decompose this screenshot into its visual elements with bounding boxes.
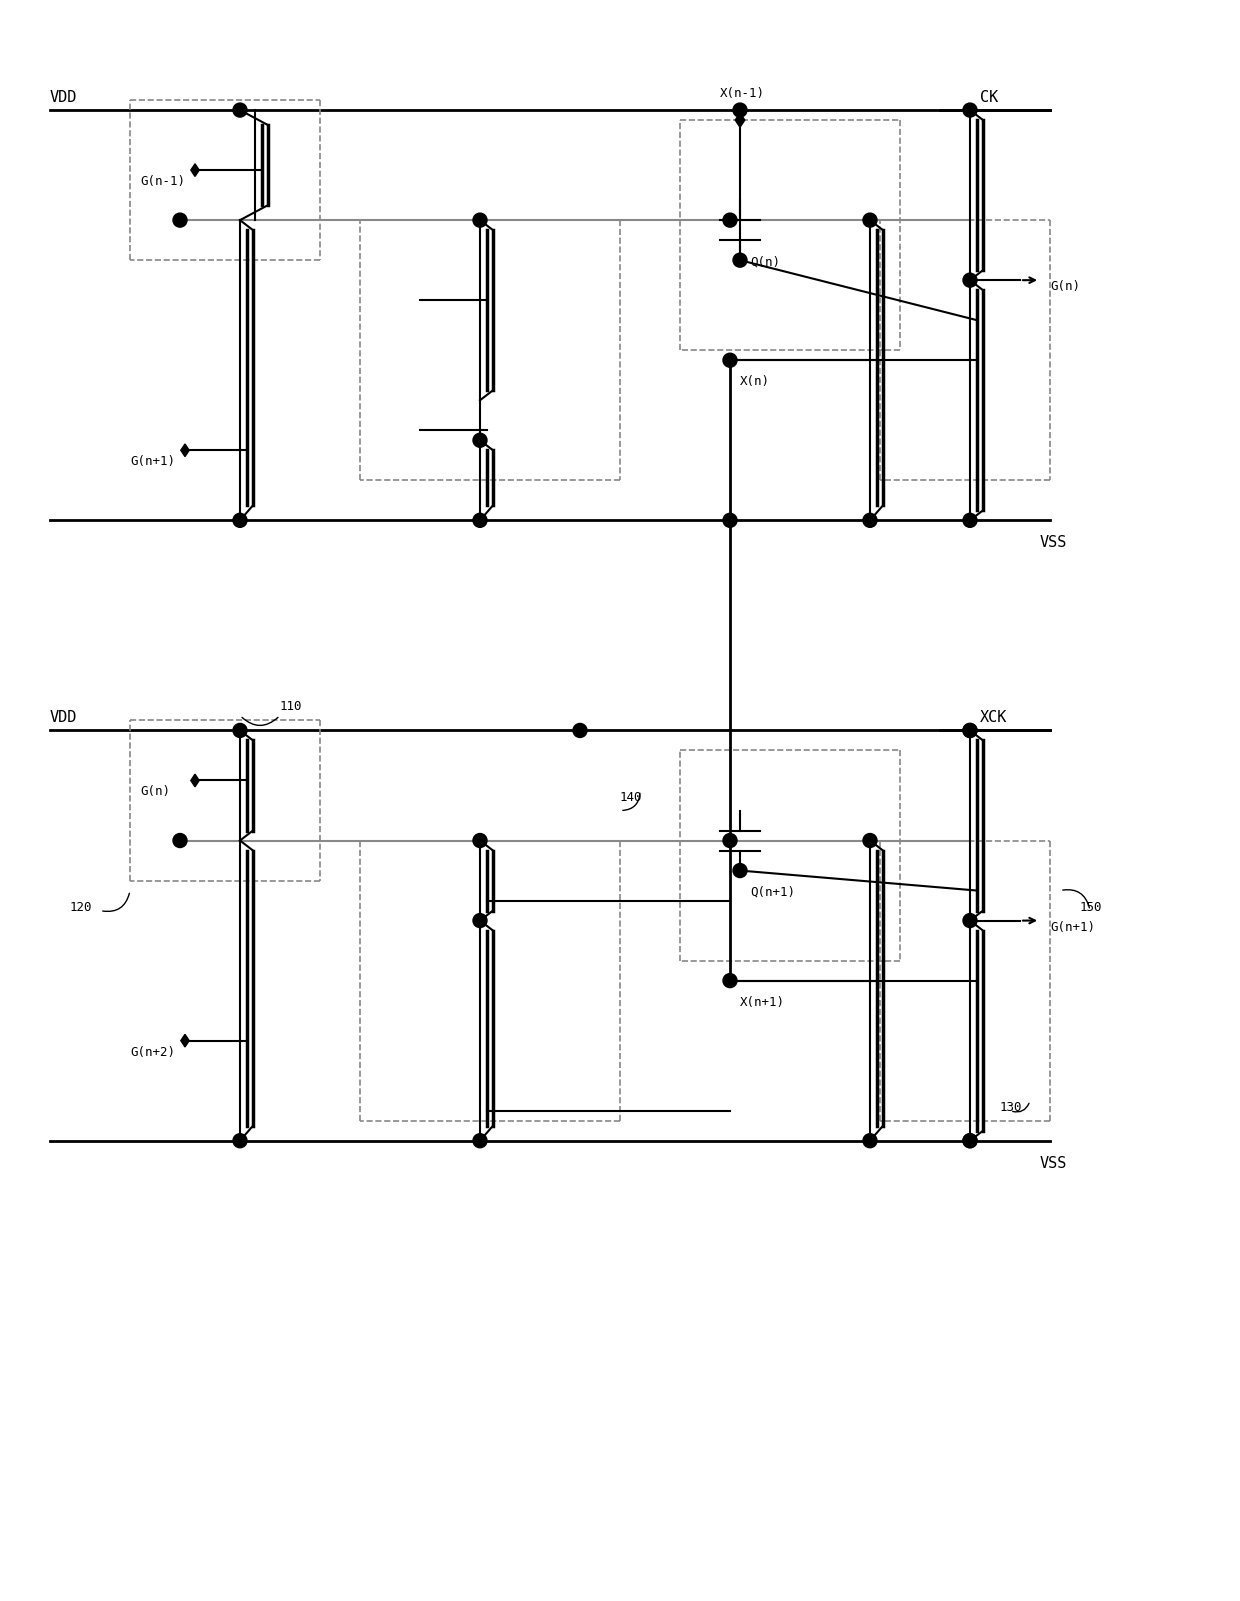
Text: Q(n+1): Q(n+1) [750,885,795,898]
Circle shape [963,274,977,287]
Circle shape [472,213,487,227]
Polygon shape [191,775,200,786]
Circle shape [573,724,587,738]
Circle shape [174,834,187,847]
Text: 110: 110 [280,701,303,714]
Circle shape [472,834,487,847]
Circle shape [963,514,977,527]
Polygon shape [735,112,745,128]
Circle shape [233,724,247,738]
Circle shape [723,514,737,527]
Circle shape [472,514,487,527]
Circle shape [963,102,977,117]
Polygon shape [191,163,200,176]
Text: Q(n): Q(n) [750,255,780,267]
Text: VDD: VDD [50,711,77,725]
Circle shape [963,1134,977,1148]
Circle shape [863,213,877,227]
Text: VDD: VDD [50,90,77,106]
Text: CK: CK [980,90,998,106]
Text: X(n+1): X(n+1) [740,996,785,1009]
Text: X(n-1): X(n-1) [720,86,765,99]
Circle shape [723,354,737,367]
Circle shape [472,434,487,447]
Circle shape [963,1134,977,1148]
Text: G(n+1): G(n+1) [1050,921,1095,933]
Text: VSS: VSS [1040,535,1068,551]
Circle shape [472,1134,487,1148]
Circle shape [863,1134,877,1148]
Circle shape [733,863,746,877]
Text: VSS: VSS [1040,1156,1068,1170]
Circle shape [233,102,247,117]
Text: 150: 150 [1080,901,1102,914]
Circle shape [963,724,977,738]
Polygon shape [181,1034,190,1047]
Text: XCK: XCK [980,711,1007,725]
Circle shape [233,514,247,527]
Circle shape [863,514,877,527]
Polygon shape [181,443,190,456]
Circle shape [863,834,877,847]
Text: G(n): G(n) [1050,280,1080,293]
Circle shape [733,253,746,267]
Circle shape [963,914,977,927]
Circle shape [963,724,977,738]
Circle shape [723,213,737,227]
Circle shape [723,973,737,988]
Circle shape [233,1134,247,1148]
Text: G(n): G(n) [140,786,170,799]
Text: G(n-1): G(n-1) [140,175,185,187]
Text: X(n): X(n) [740,375,770,387]
Circle shape [472,914,487,927]
Text: G(n+2): G(n+2) [130,1045,175,1058]
Circle shape [174,213,187,227]
Text: 120: 120 [69,901,93,914]
Circle shape [733,102,746,117]
Text: G(n+1): G(n+1) [130,455,175,467]
Text: 140: 140 [620,791,642,804]
Text: 130: 130 [999,1101,1023,1114]
Circle shape [723,834,737,847]
